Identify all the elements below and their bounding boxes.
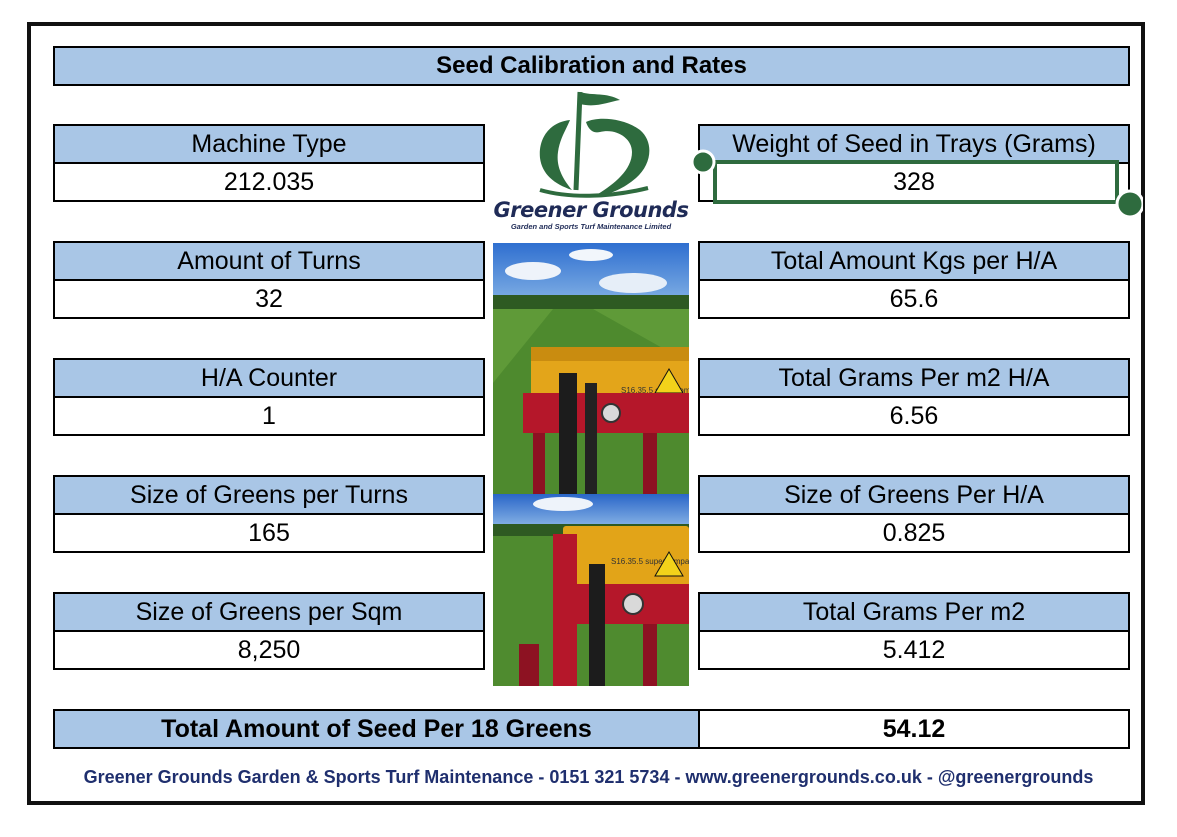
field-label: Size of Greens per Sqm: [53, 592, 485, 632]
logo-name: Greener Grounds: [493, 198, 689, 222]
field-label: Total Amount Kgs per H/A: [698, 241, 1130, 281]
sheet-title: Seed Calibration and Rates: [53, 46, 1130, 86]
field-amount-of-turns: Amount of Turns 32: [53, 241, 485, 319]
field-weight-of-seed: Weight of Seed in Trays (Grams) 328: [698, 124, 1130, 202]
total-row: Total Amount of Seed Per 18 Greens 54.12: [53, 709, 1130, 749]
field-size-greens-per-ha: Size of Greens Per H/A 0.825: [698, 475, 1130, 553]
field-value: 8,250: [53, 630, 485, 670]
field-label: Weight of Seed in Trays (Grams): [698, 124, 1130, 164]
logo-tagline: Garden and Sports Turf Maintenance Limit…: [510, 222, 672, 231]
seeder-photo-2: S16.35.5 supercompact: [493, 494, 689, 686]
field-total-grams-per-m2: Total Grams Per m2 5.412: [698, 592, 1130, 670]
total-label: Total Amount of Seed Per 18 Greens: [53, 709, 700, 749]
machine-label-2: S16.35.5 supercompact: [611, 557, 689, 566]
field-label: Total Grams Per m2: [698, 592, 1130, 632]
field-value: 6.56: [698, 396, 1130, 436]
machine-label: S16.35.5 supercompact: [621, 386, 689, 395]
field-value: 165: [53, 513, 485, 553]
seeder-photo-1: S16.35.5 supercompact: [493, 243, 689, 494]
field-label: Machine Type: [53, 124, 485, 164]
field-total-grams-per-m2-ha: Total Grams Per m2 H/A 6.56: [698, 358, 1130, 436]
field-ha-counter: H/A Counter 1: [53, 358, 485, 436]
field-value: 212.035: [53, 162, 485, 202]
field-value: 32: [53, 279, 485, 319]
field-size-greens-per-sqm: Size of Greens per Sqm 8,250: [53, 592, 485, 670]
field-label: H/A Counter: [53, 358, 485, 398]
field-value: 65.6: [698, 279, 1130, 319]
field-machine-type: Machine Type 212.035: [53, 124, 485, 202]
field-value: 0.825: [698, 513, 1130, 553]
field-label: Size of Greens Per H/A: [698, 475, 1130, 515]
highlight-accent: [693, 149, 1143, 219]
field-value: 5.412: [698, 630, 1130, 670]
field-label: Amount of Turns: [53, 241, 485, 281]
footer-contact: Greener Grounds Garden & Sports Turf Mai…: [83, 767, 1094, 787]
field-size-greens-per-turns: Size of Greens per Turns 165: [53, 475, 485, 553]
field-total-kgs-per-ha: Total Amount Kgs per H/A 65.6: [698, 241, 1130, 319]
total-value: 54.12: [698, 709, 1130, 749]
field-label: Total Grams Per m2 H/A: [698, 358, 1130, 398]
greener-grounds-logo: [539, 91, 650, 198]
field-label: Size of Greens per Turns: [53, 475, 485, 515]
field-value: 1: [53, 396, 485, 436]
